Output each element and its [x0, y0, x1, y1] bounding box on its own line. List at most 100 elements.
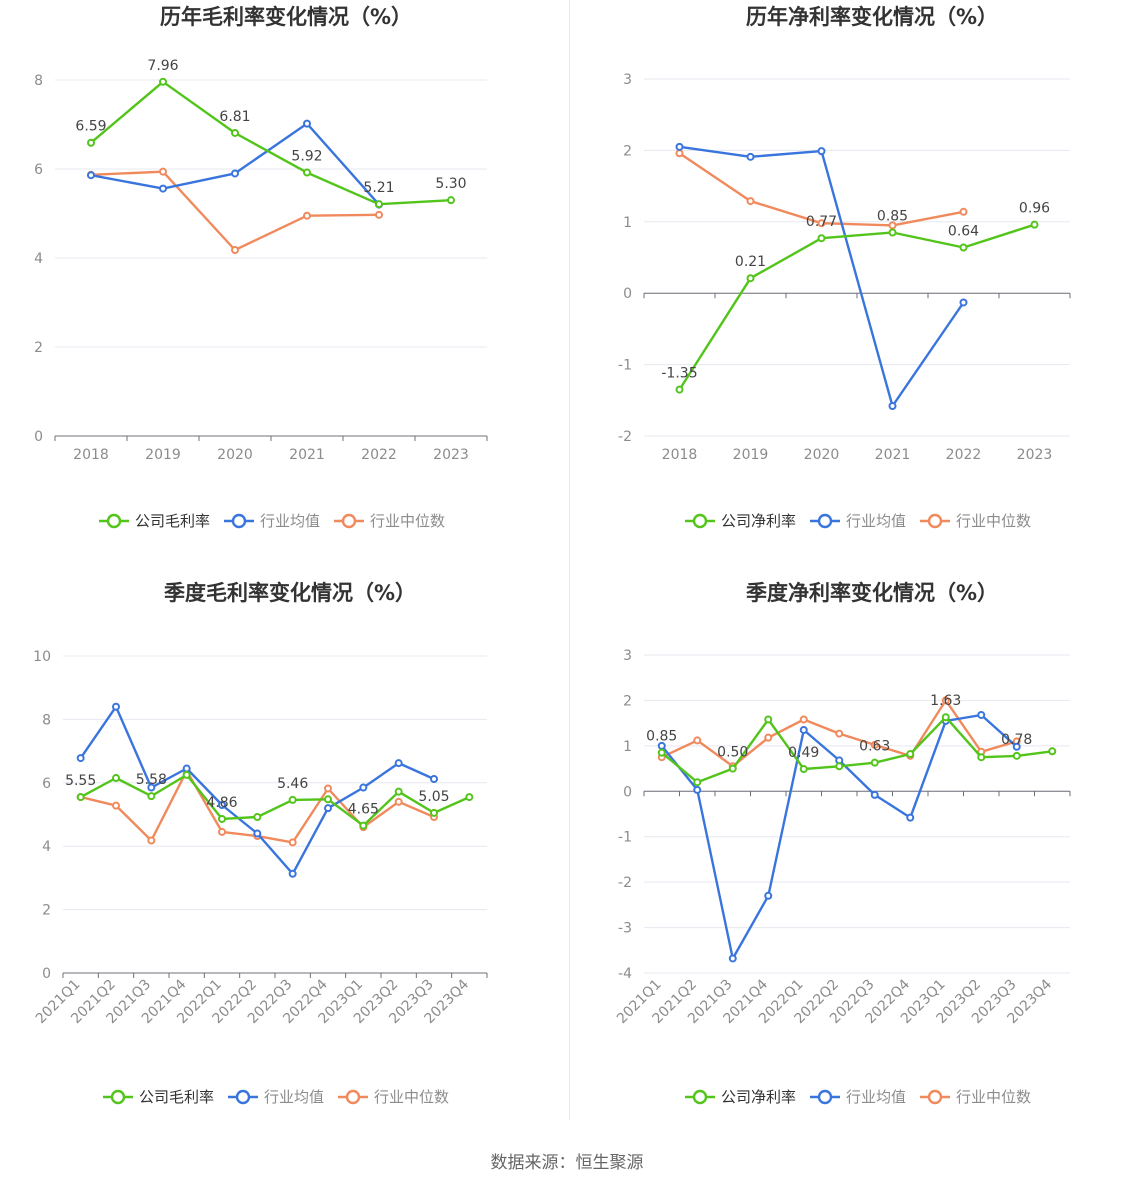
- data-label: 4.86: [206, 795, 237, 811]
- legend-label: 行业均值: [260, 512, 320, 530]
- legend-label: 行业中位数: [370, 512, 445, 530]
- data-point-industry-avg: [394, 759, 403, 768]
- data-label: 5.58: [136, 772, 167, 788]
- data-point-industry-avg: [147, 783, 156, 792]
- x-tick-label: 2018: [73, 447, 109, 463]
- data-point-company: [394, 787, 403, 796]
- y-tick-label: 1: [623, 215, 632, 231]
- data-point-company: [870, 758, 879, 767]
- x-tick-label: 2019: [733, 447, 769, 463]
- data-point-industry-median: [835, 729, 844, 738]
- data-point-industry-avg: [159, 184, 167, 193]
- legend-marker: [231, 513, 247, 529]
- data-point-industry-median: [941, 696, 950, 705]
- y-tick-label: 2: [623, 693, 632, 709]
- data-label: 0.50: [717, 745, 748, 761]
- y-tick-label: 4: [34, 251, 43, 267]
- data-label: 4.65: [348, 802, 379, 818]
- data-point-industry-median: [112, 801, 120, 810]
- series-line-industry-avg: [679, 145, 965, 408]
- data-label: 0.78: [1001, 732, 1032, 748]
- data-point-industry-median: [303, 211, 311, 220]
- legend-item-industry-median[interactable]: 行业中位数: [338, 1088, 449, 1106]
- data-point-industry-median: [159, 167, 167, 176]
- data-point-industry-avg: [87, 171, 95, 180]
- data-point-company: [1030, 220, 1039, 229]
- data-point-industry-avg: [959, 298, 968, 307]
- data-point-industry-avg: [253, 829, 262, 838]
- data-label: 0.63: [859, 739, 890, 755]
- series-line-company: [90, 80, 452, 206]
- data-point-company: [76, 793, 85, 802]
- legend-marker: [817, 1089, 833, 1105]
- legend-item-industry-avg[interactable]: 行业均值: [228, 1088, 324, 1106]
- chart-title: 季度毛利率变化情况（%）: [164, 581, 416, 605]
- data-point-industry-avg: [799, 725, 808, 734]
- y-tick-label: 0: [623, 784, 632, 800]
- legend-label: 行业均值: [264, 1088, 324, 1106]
- annual-gross-margin-chart: 历年毛利率变化情况（%） 0 2 4 6 8 2018 2019 2020 2021 2022 202…: [34, 5, 488, 530]
- legend-item-industry-median[interactable]: 行业中位数: [920, 512, 1031, 530]
- y-tick-label: 0: [42, 966, 51, 982]
- legend-item-company[interactable]: 公司净利率: [685, 1088, 796, 1106]
- legend-item-company[interactable]: 公司毛利率: [103, 1088, 214, 1106]
- data-label: 0.21: [735, 254, 766, 270]
- legend-item-industry-avg[interactable]: 行业均值: [810, 512, 906, 530]
- chart-annual-net-margin: 历年净利率变化情况（%） -2 -1 0 1 2 3 2018 2019 2020 2021 2022…: [567, 0, 1134, 560]
- legend-marker: [927, 513, 943, 529]
- data-point-company: [1012, 751, 1021, 760]
- data-source-note: 数据来源：恒生聚源: [490, 1153, 644, 1173]
- series-line-industry-avg: [79, 705, 435, 875]
- legend-item-company[interactable]: 公司毛利率: [99, 512, 210, 530]
- data-label: 5.05: [418, 789, 449, 805]
- data-label: 1.63: [930, 693, 961, 709]
- legend-marker: [692, 513, 708, 529]
- data-point-company: [253, 813, 262, 822]
- data-point-industry-avg: [218, 800, 226, 809]
- data-label: 0.85: [877, 209, 908, 225]
- legend-label: 公司毛利率: [135, 512, 210, 530]
- legend-item-industry-avg[interactable]: 行业均值: [224, 512, 320, 530]
- data-point-industry-avg: [675, 142, 684, 151]
- data-point-industry-avg: [1012, 742, 1021, 751]
- y-tick-label: 8: [34, 73, 43, 89]
- legend-item-industry-median[interactable]: 行业中位数: [334, 512, 445, 530]
- data-label: 5.46: [277, 776, 308, 792]
- x-tick-label: 2021: [875, 447, 911, 463]
- data-point-company: [657, 748, 666, 757]
- data-label: 5.55: [65, 773, 96, 789]
- data-label: 0.77: [806, 214, 837, 230]
- series-line-company: [661, 716, 1053, 784]
- y-tick-label: -1: [618, 830, 632, 846]
- data-point-company: [799, 765, 808, 774]
- legend-item-industry-median[interactable]: 行业中位数: [920, 1088, 1031, 1106]
- legend-label: 行业均值: [846, 1088, 906, 1106]
- data-point-company: [906, 750, 915, 759]
- legend-marker: [110, 1089, 126, 1105]
- data-point-company: [817, 234, 826, 243]
- data-point-company: [959, 243, 968, 252]
- data-point-company: [359, 821, 368, 830]
- y-tick-label: 4: [42, 839, 51, 855]
- data-point-company: [728, 764, 737, 773]
- x-tick-label: 2023: [1017, 447, 1053, 463]
- y-tick-label: -2: [618, 429, 632, 445]
- data-point-industry-avg: [888, 402, 897, 411]
- data-point-company: [764, 715, 773, 724]
- data-point-company: [675, 385, 684, 394]
- y-tick-label: 2: [623, 143, 632, 159]
- data-point-company: [288, 795, 297, 804]
- x-tick-label: 2020: [804, 447, 840, 463]
- legend-label: 行业均值: [846, 512, 906, 530]
- chart-quarterly-net-margin: 季度净利率变化情况（%） -4 -3 -2 -1 0 1 2 3 2021Q1 2021Q2 2021…: [567, 576, 1134, 1136]
- data-point-industry-avg: [231, 169, 239, 178]
- data-point-company: [888, 228, 897, 237]
- legend-label: 公司净利率: [721, 512, 796, 530]
- legend-item-company[interactable]: 公司净利率: [685, 512, 796, 530]
- data-point-industry-avg: [76, 754, 85, 763]
- data-point-industry-avg: [817, 147, 826, 156]
- data-point-company: [375, 200, 383, 209]
- legend-item-industry-avg[interactable]: 行业均值: [810, 1088, 906, 1106]
- legend-marker: [927, 1089, 943, 1105]
- data-point-company: [231, 128, 239, 137]
